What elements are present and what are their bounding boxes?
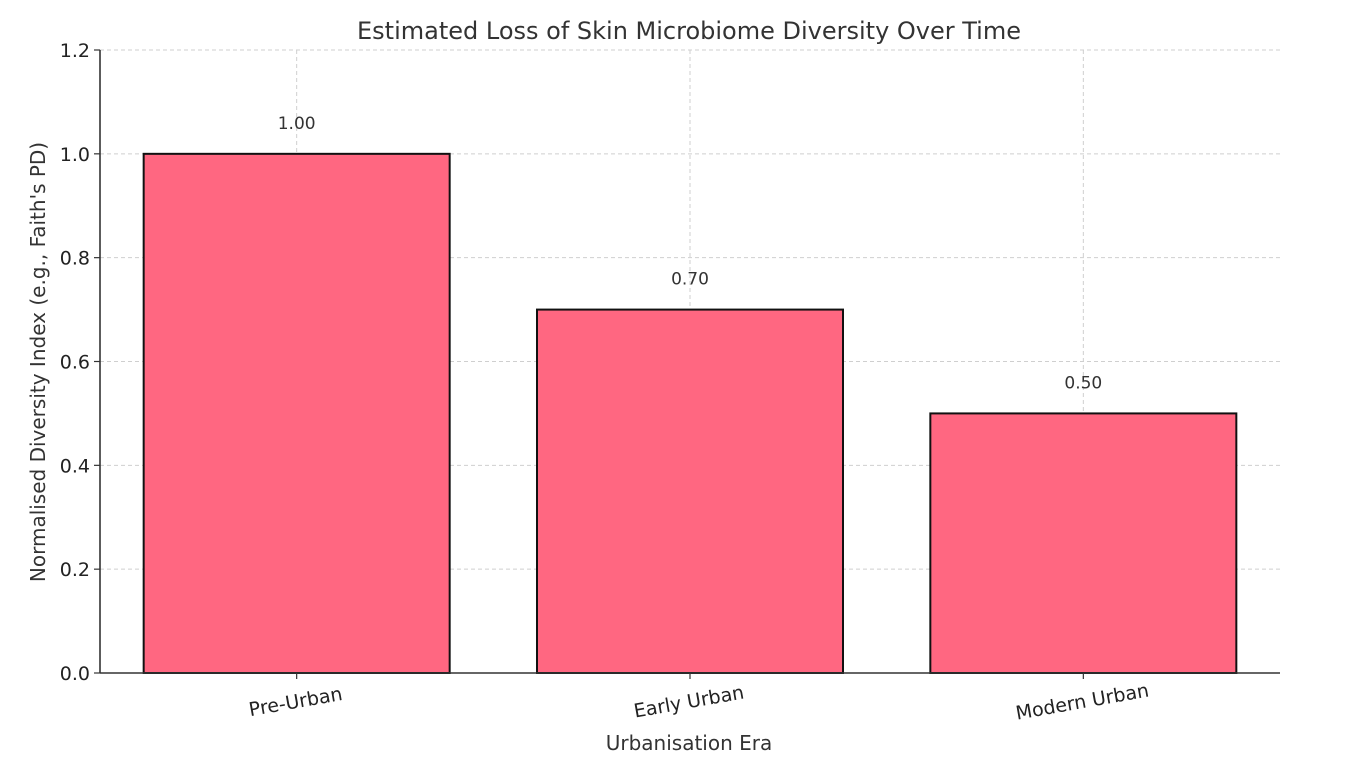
data-label: 0.70 <box>671 270 709 290</box>
y-tick-label: 1.0 <box>60 144 90 166</box>
bar-layer <box>142 152 1238 675</box>
bar <box>536 308 844 674</box>
y-axis-label: Normalised Diversity Index (e.g., Faith'… <box>26 142 50 582</box>
y-tick-label: 0.2 <box>60 559 90 581</box>
y-tick-label: 1.2 <box>60 40 90 62</box>
chart-title: Estimated Loss of Skin Microbiome Divers… <box>357 17 1021 45</box>
y-tick-label: 0.0 <box>60 663 90 685</box>
y-tick-label: 0.8 <box>60 248 90 270</box>
bar <box>929 412 1238 674</box>
x-axis-label: Urbanisation Era <box>606 731 773 755</box>
data-label: 0.50 <box>1064 373 1102 393</box>
y-tick-label: 0.4 <box>60 455 90 477</box>
data-label: 1.00 <box>278 114 316 134</box>
y-tick-label: 0.6 <box>60 352 90 374</box>
bar <box>142 152 451 675</box>
axis-layer <box>94 49 1280 679</box>
